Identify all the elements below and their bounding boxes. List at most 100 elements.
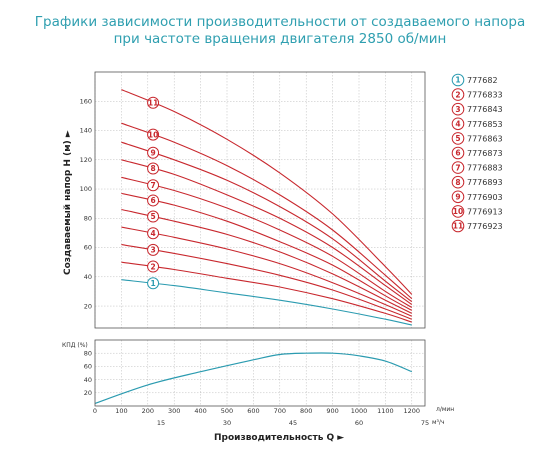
- head-y-ticks: 20 40 60 80 100 120 140 160: [80, 97, 92, 310]
- legend-circle: [451, 219, 465, 233]
- x2-tick-label: 30: [223, 419, 231, 427]
- chart-title: Графики зависимости производительности о…: [0, 14, 560, 48]
- x-tick-label: 1000: [351, 407, 368, 415]
- x-tick-label: 900: [326, 407, 338, 415]
- eff-y-tick-label: 40: [84, 376, 92, 384]
- legend-number: 3: [455, 105, 460, 114]
- head-y-tick-label: 140: [80, 127, 92, 135]
- x2-unit-m3h: м³/ч: [432, 419, 445, 426]
- head-series-lines: 1 2 3 4 5 6 7 8 9 10 11: [121, 89, 413, 326]
- legend-model: 7776873: [467, 149, 503, 158]
- head-y-tick-label: 120: [80, 156, 92, 164]
- legend-circle: [451, 73, 465, 87]
- curve-label-number: 7: [150, 181, 155, 190]
- head-curve-7776913: [121, 122, 413, 300]
- curve-label-number: 9: [150, 148, 155, 157]
- x-tick-label: 1200: [404, 407, 421, 415]
- x-tick-label: 0: [93, 407, 97, 415]
- curve-label-circle: [147, 128, 160, 141]
- x-tick-label: 1100: [377, 407, 394, 415]
- title-line-1: Графики зависимости производительности о…: [34, 14, 526, 30]
- head-axis-label: Создаваемый напор H (м) ►: [63, 130, 73, 275]
- legend-circle: [451, 175, 465, 189]
- curve-label-number: 11: [148, 98, 158, 107]
- legend-number: 10: [453, 207, 463, 216]
- curve-label-circle: [147, 179, 160, 192]
- x-axis-label: Производительность Q ►: [214, 433, 344, 443]
- curve-label-number: 4: [150, 229, 155, 238]
- curve-label-circle: [147, 96, 160, 109]
- legend-number: 11: [453, 222, 463, 231]
- x-tick-label: 400: [194, 407, 206, 415]
- x-tick-label: 100: [115, 407, 127, 415]
- curve-label-circle: [147, 277, 160, 290]
- curve-label-circle: [147, 260, 160, 273]
- legend-model: 7776893: [467, 178, 503, 187]
- curve-label-circle: [147, 227, 160, 240]
- legend-circle: [451, 190, 465, 204]
- x-tick-label: 200: [142, 407, 154, 415]
- head-curve-7776923: [121, 89, 413, 295]
- x-tick-label: 300: [168, 407, 180, 415]
- legend-number: 6: [455, 149, 460, 158]
- eff-y-tick-label: 60: [84, 363, 92, 371]
- x2-tick-label: 45: [289, 419, 297, 427]
- head-chart-frame: [94, 71, 426, 329]
- legend-number: 2: [455, 90, 460, 99]
- legend-circle: [451, 161, 465, 174]
- curve-label-circle: [147, 194, 160, 207]
- head-y-tick-label: 160: [80, 97, 92, 105]
- legend-model: 7776923: [467, 222, 503, 231]
- curve-label-number: 10: [148, 130, 158, 139]
- legend-model: 7776883: [467, 164, 503, 173]
- head-curve-7776853: [121, 226, 413, 317]
- head-y-tick-label: 20: [84, 302, 92, 310]
- head-curve-7776903: [121, 141, 413, 303]
- head-y-tick-label: 80: [84, 214, 92, 222]
- legend-number: 5: [455, 134, 460, 143]
- legend-circle: [451, 132, 465, 145]
- curve-label-number: 3: [150, 246, 155, 255]
- legend-model: 7776853: [467, 120, 503, 129]
- curve-label-number: 8: [150, 164, 155, 173]
- legend-number: 7: [455, 163, 460, 172]
- legend-circle: [451, 205, 465, 218]
- x-unit-lmin: л/мин: [436, 406, 454, 413]
- legend-circle: [451, 88, 465, 101]
- head-curve-7776873: [121, 192, 413, 311]
- eff-curve: [94, 352, 413, 404]
- legend: 1 777682 2 7776833 3 7776843 4 7776853 5 7776863 6…: [451, 73, 503, 233]
- curve-label-number: 5: [150, 212, 155, 221]
- x-tick-label: 700: [274, 407, 286, 415]
- eff-chart-frame: [94, 339, 426, 407]
- head-curve-777682: [121, 279, 412, 326]
- legend-model: 7776843: [467, 105, 503, 114]
- legend-model: 777682: [467, 76, 498, 85]
- legend-number: 9: [455, 193, 460, 202]
- legend-circle: [451, 146, 465, 160]
- legend-number: 4: [455, 120, 460, 129]
- curve-label-number: 1: [150, 279, 155, 288]
- curve-label-circle: [147, 146, 160, 159]
- x2-tick-label: 15: [157, 419, 165, 427]
- legend-model: 7776863: [467, 134, 503, 143]
- legend-number: 1: [455, 76, 460, 85]
- eff-series-lines: [94, 352, 413, 404]
- eff-chart-grid: [94, 340, 425, 406]
- curve-label-number: 2: [150, 262, 155, 271]
- legend-model: 7776903: [467, 193, 503, 202]
- head-curve-7776883: [121, 176, 413, 308]
- curve-label-circle: [147, 210, 160, 223]
- legend-circle: [451, 102, 465, 116]
- curve-label-circle: [147, 243, 160, 256]
- x-ticks: 0 100 200 300 400 500 600 700 800 900 1000 1100 1200…: [93, 407, 429, 427]
- head-y-tick-label: 60: [84, 244, 92, 252]
- x2-tick-label: 60: [355, 419, 363, 427]
- x-tick-label: 500: [221, 407, 233, 415]
- curve-label-circle: [147, 162, 160, 175]
- title-line-2: при частоте вращения двигателя 2850 об/м…: [113, 31, 447, 47]
- legend-model: 7776913: [467, 207, 503, 216]
- head-curve-7776863: [121, 208, 413, 314]
- eff-y-tick-label: 80: [84, 349, 92, 357]
